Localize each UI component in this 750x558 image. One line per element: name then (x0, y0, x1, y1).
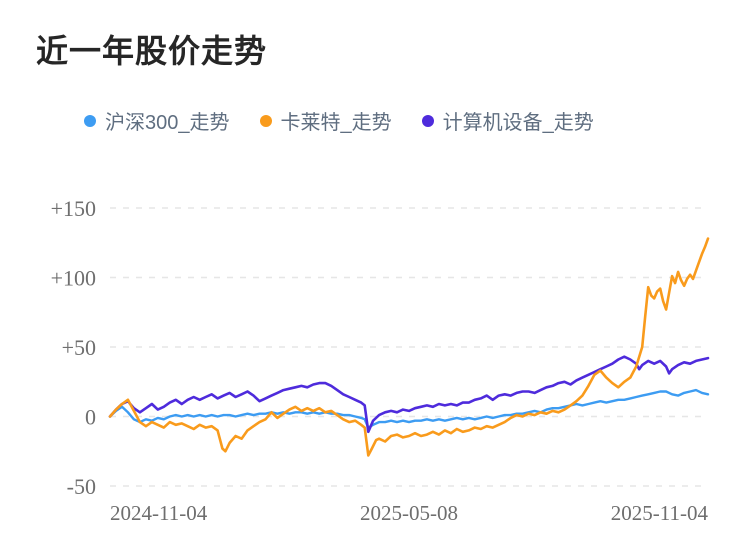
legend-item-hs300[interactable]: 沪深300_走势 (84, 106, 230, 135)
chart-title: 近一年股价走势 (36, 33, 268, 69)
series-line-1 (108, 237, 710, 457)
series-line-2 (108, 355, 710, 434)
legend: 沪深300_走势 卡莱特_走势 计算机设备_走势 (84, 106, 594, 135)
y-axis-tick-label: +150 (51, 196, 96, 221)
y-axis-tick-label: 0 (85, 405, 96, 430)
legend-item-computer-equipment[interactable]: 计算机设备_走势 (421, 106, 594, 135)
y-axis-tick-label: -50 (67, 474, 96, 499)
legend-label-computer-equipment: 计算机设备_走势 (442, 112, 594, 134)
legend-label-calt: 卡莱特_走势 (280, 112, 392, 134)
legend-dot-calt-icon (259, 114, 272, 127)
series-line-0 (108, 388, 710, 429)
x-axis-tick-label: 2024-11-04 (110, 501, 208, 525)
legend-label-hs300: 沪深300_走势 (105, 112, 230, 134)
legend-dot-hs300-icon (84, 114, 96, 127)
x-axis-tick-label: 2025-05-08 (360, 501, 458, 525)
y-axis-tick-label: +50 (62, 335, 96, 360)
x-axis-tick-label: 2025-11-04 (611, 501, 709, 525)
legend-dot-computer-equipment-icon (421, 114, 434, 127)
y-axis-tick-label: +100 (51, 266, 96, 291)
legend-item-calt[interactable]: 卡莱特_走势 (259, 106, 392, 135)
